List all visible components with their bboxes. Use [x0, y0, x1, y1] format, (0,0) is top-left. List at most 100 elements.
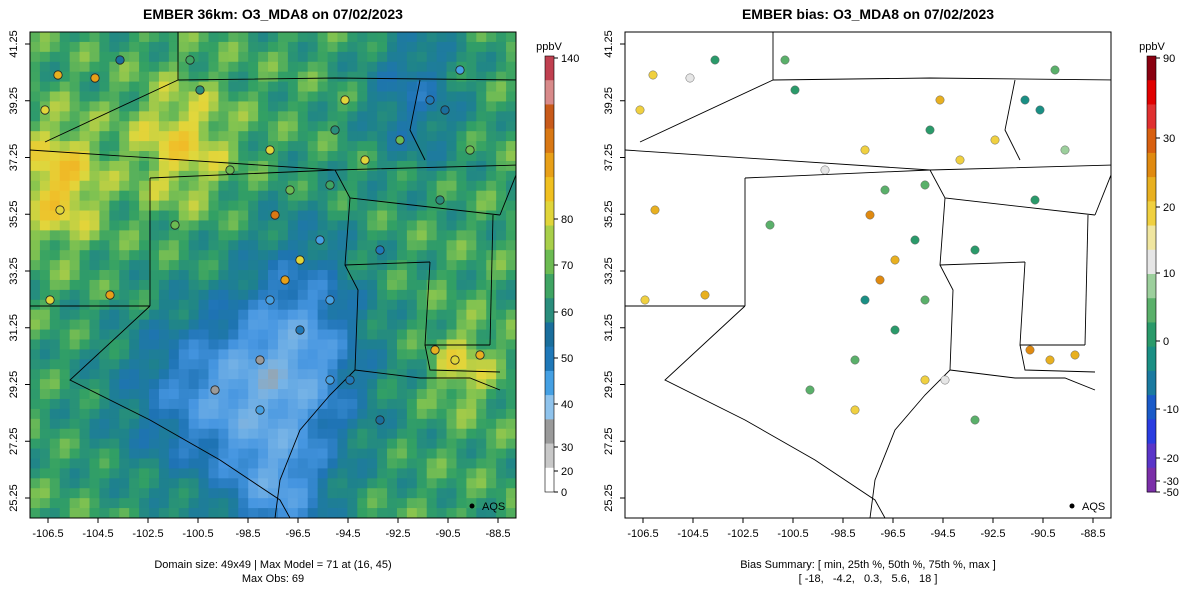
bias-site-marker	[850, 355, 860, 365]
colorbar-tick-label: 20	[1163, 202, 1175, 214]
observation-site-marker	[255, 355, 265, 365]
colorbar-swatch	[1147, 152, 1156, 178]
aqs-legend-label: AQS	[482, 501, 505, 513]
colorbar-tick-label: -30	[1163, 476, 1179, 488]
bias-site-marker	[990, 135, 1000, 145]
colorbar-tick-label: 140	[561, 53, 579, 65]
bias-site-marker	[1060, 145, 1070, 155]
colorbar-swatch	[1147, 80, 1156, 105]
observation-site-marker	[430, 345, 440, 355]
colorbar-swatch	[545, 225, 554, 251]
observation-site-marker	[195, 85, 205, 95]
observation-site-marker	[455, 65, 465, 75]
colorbar-tick-label: 20	[561, 466, 573, 478]
y-tick-label: 41.25	[8, 30, 20, 58]
y-tick-label: 27.25	[8, 427, 20, 455]
bias-site-marker	[765, 220, 775, 230]
colorbar-swatch	[545, 346, 554, 372]
colorbar-tick-label: 90	[1163, 53, 1175, 65]
y-tick-label: 25.25	[603, 484, 615, 512]
bias-site-marker	[860, 295, 870, 305]
observation-site-marker	[53, 70, 63, 80]
border-line	[744, 169, 931, 179]
x-tick-label: -104.5	[677, 528, 708, 540]
aqs-legend-marker	[469, 503, 475, 509]
colorbar-swatch	[1147, 201, 1156, 227]
colorbar-swatch	[1147, 249, 1156, 275]
observation-site-marker	[105, 290, 115, 300]
observation-site-marker	[295, 325, 305, 335]
colorbar-swatch	[1147, 395, 1156, 420]
colorbar-swatch	[545, 56, 554, 81]
colorbar-swatch	[1147, 56, 1156, 81]
bias-site-marker	[1045, 355, 1055, 365]
colorbar-swatch	[545, 128, 554, 154]
colorbar-swatch	[1147, 443, 1156, 469]
colorbar-swatch	[545, 274, 554, 299]
bias-map	[625, 32, 1111, 518]
observation-site-marker	[270, 210, 280, 220]
x-tick-label: -100.5	[777, 528, 808, 540]
border-line	[499, 173, 516, 216]
observation-site-marker	[325, 295, 335, 305]
colorbar-swatch	[545, 104, 554, 130]
colorbar-swatch	[1147, 419, 1156, 445]
state-borders	[625, 32, 1111, 518]
y-tick-label: 33.25	[8, 257, 20, 285]
bias-site-marker	[865, 210, 875, 220]
border-line	[274, 369, 356, 518]
colorbar-tick-label: -50	[1163, 487, 1179, 499]
y-tick-label: 31.25	[8, 314, 20, 342]
observation-site-marker	[45, 295, 55, 305]
y-tick-label: 29.25	[8, 371, 20, 399]
observation-site-marker	[115, 55, 125, 65]
bias-site-marker	[875, 275, 885, 285]
model-domain-summary: Domain size: 49x49 | Max Model = 71 at (…	[154, 559, 391, 571]
observation-site-marker	[225, 165, 235, 175]
bias-site-marker	[640, 295, 650, 305]
bias-panel-title: EMBER bias: O3_MDA8 on 07/02/2023	[742, 6, 994, 22]
bias-site-marker	[685, 73, 695, 83]
bias-site-marker	[920, 180, 930, 190]
colorbar-swatch	[1147, 322, 1156, 348]
observation-site-marker	[325, 375, 335, 385]
bias-site-marker	[1035, 105, 1045, 115]
y-tick-label: 35.25	[603, 200, 615, 228]
border-line	[939, 264, 954, 371]
bias-site-marker	[880, 185, 890, 195]
x-tick-label: -106.5	[627, 528, 658, 540]
border-line	[409, 79, 426, 161]
y-tick-label: 41.25	[603, 30, 615, 58]
y-tick-label: 27.25	[603, 427, 615, 455]
colorbar-swatch	[1147, 346, 1156, 372]
bias-summary-header: Bias Summary: [ min, 25th %, 50th %, 75t…	[740, 559, 996, 571]
model-field-map	[30, 32, 516, 518]
colorbar-tick-label: 80	[561, 214, 573, 226]
observation-site-marker	[375, 415, 385, 425]
model-x-axis: -106.5 -104.5 -102.5 -100.5 -98.5 -96.5 -94.5 -…	[32, 518, 511, 540]
border-line	[149, 169, 336, 179]
border-line	[1094, 173, 1111, 216]
colorbar-tick-label: 60	[561, 307, 573, 319]
bias-site-marker	[1030, 195, 1040, 205]
x-tick-label: -92.5	[980, 528, 1005, 540]
bias-colorbar: ppbV -50-30 -20 -10 0 10 20 30 90	[1139, 41, 1179, 499]
bias-site-marker	[805, 385, 815, 395]
x-tick-label: -100.5	[182, 528, 213, 540]
observation-site-marker	[265, 145, 275, 155]
observation-site-marker	[435, 195, 445, 205]
colorbar-swatch	[1147, 298, 1156, 323]
border-line	[344, 264, 359, 371]
bias-map-frame	[624, 31, 1112, 519]
y-tick-label: 33.25	[603, 257, 615, 285]
model-colorbar: ppbV 0 20 30 40 50 60 70 80 140	[536, 41, 579, 499]
border-line	[69, 305, 291, 518]
observation-site-marker	[315, 235, 325, 245]
colorbar-tick-label: 10	[1163, 268, 1175, 280]
y-tick-label: 37.25	[8, 144, 20, 172]
observation-site-marker	[285, 185, 295, 195]
bias-site-marker	[1070, 350, 1080, 360]
observation-site-marker	[465, 145, 475, 155]
observation-site-marker	[330, 125, 340, 135]
x-tick-label: -94.5	[335, 528, 360, 540]
